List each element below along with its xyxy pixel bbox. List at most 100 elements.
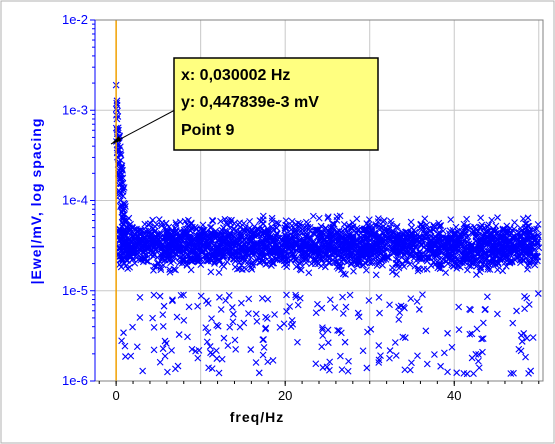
- data-point: [125, 214, 133, 222]
- data-point: [121, 342, 129, 350]
- data-point: [407, 295, 415, 303]
- data-point: [129, 323, 136, 331]
- data-point: [386, 347, 394, 354]
- data-point: [294, 338, 301, 346]
- data-point: [150, 253, 157, 260]
- data-point: [159, 322, 167, 330]
- data-point: [229, 318, 237, 326]
- data-point: [419, 291, 426, 299]
- data-point: [334, 231, 342, 239]
- data-point: [470, 370, 477, 377]
- data-point: [355, 245, 363, 253]
- data-point: [455, 326, 463, 333]
- data-point: [468, 330, 476, 338]
- data-point: [488, 216, 496, 224]
- tooltip-y-line: y: 0,447839e-3 mV: [181, 94, 319, 111]
- data-point: [517, 331, 525, 339]
- data-point: [324, 339, 332, 347]
- data-point: [361, 254, 368, 262]
- data-point: [294, 261, 302, 269]
- data-point: [371, 239, 379, 247]
- data-point: [118, 337, 126, 345]
- data-point: [469, 227, 477, 235]
- data-point: [468, 354, 476, 362]
- data-point: [434, 264, 442, 272]
- data-point: [185, 303, 193, 311]
- data-point: [135, 256, 142, 263]
- data-point: [373, 262, 381, 269]
- data-point: [124, 252, 132, 260]
- tooltip-point-line: Point 9: [181, 122, 234, 139]
- data-point: [296, 220, 304, 228]
- data-point: [307, 253, 315, 261]
- data-point: [523, 334, 531, 342]
- data-point: [268, 217, 276, 225]
- data-point: [252, 359, 260, 366]
- data-point: [169, 228, 177, 236]
- data-point: [262, 313, 270, 321]
- data-point: [213, 355, 221, 362]
- data-point: [203, 297, 210, 305]
- data-point: [341, 238, 349, 246]
- data-point: [484, 239, 492, 247]
- data-point: [326, 358, 334, 366]
- data-point: [234, 248, 241, 256]
- data-point: [202, 324, 210, 331]
- data-point: [476, 257, 484, 265]
- data-point: [332, 246, 340, 253]
- data-point: [466, 330, 474, 338]
- data-point: [377, 352, 384, 359]
- data-point: [238, 245, 246, 253]
- data-point: [137, 256, 145, 264]
- data-point: [125, 241, 133, 249]
- data-point: [386, 301, 393, 309]
- data-point: [501, 259, 509, 266]
- data-point: [173, 236, 181, 244]
- data-point: [532, 254, 540, 262]
- data-point: [474, 357, 482, 365]
- data-point: [478, 335, 485, 343]
- data-point: [407, 218, 415, 226]
- data-point: [289, 320, 297, 328]
- data-point: [259, 241, 267, 248]
- data-point: [523, 294, 531, 302]
- data-point: [444, 329, 451, 337]
- data-point: [194, 302, 201, 310]
- data-point: [469, 249, 477, 257]
- data-point: [317, 222, 325, 230]
- data-point: [118, 162, 126, 170]
- data-point: [193, 239, 201, 247]
- data-point: [122, 353, 129, 360]
- data-point: [159, 251, 167, 259]
- data-point: [342, 303, 350, 311]
- data-point: [166, 256, 173, 264]
- data-point: [298, 253, 306, 261]
- data-point: [216, 293, 223, 301]
- data-point: [440, 349, 448, 357]
- data-point: [325, 229, 333, 237]
- data-point: [301, 223, 309, 231]
- data-point: [418, 223, 426, 230]
- data-point: [333, 216, 341, 224]
- data-point: [292, 293, 300, 301]
- data-point: [368, 231, 375, 238]
- data-point: [119, 236, 127, 244]
- data-point: [472, 271, 480, 279]
- data-point: [280, 320, 288, 328]
- data-point: [235, 233, 243, 240]
- data-point: [393, 224, 401, 232]
- data-point: [139, 367, 147, 375]
- data-point: [324, 326, 332, 334]
- data-point: [408, 359, 415, 367]
- data-point: [150, 291, 158, 299]
- data-point: [157, 266, 165, 274]
- data-point: [534, 220, 542, 228]
- data-point: [268, 214, 276, 222]
- data-point: [229, 310, 237, 318]
- data-point: [225, 241, 233, 249]
- data-point: [255, 369, 263, 377]
- data-point: [499, 225, 507, 233]
- data-point: [272, 230, 280, 237]
- data-point: [117, 256, 125, 264]
